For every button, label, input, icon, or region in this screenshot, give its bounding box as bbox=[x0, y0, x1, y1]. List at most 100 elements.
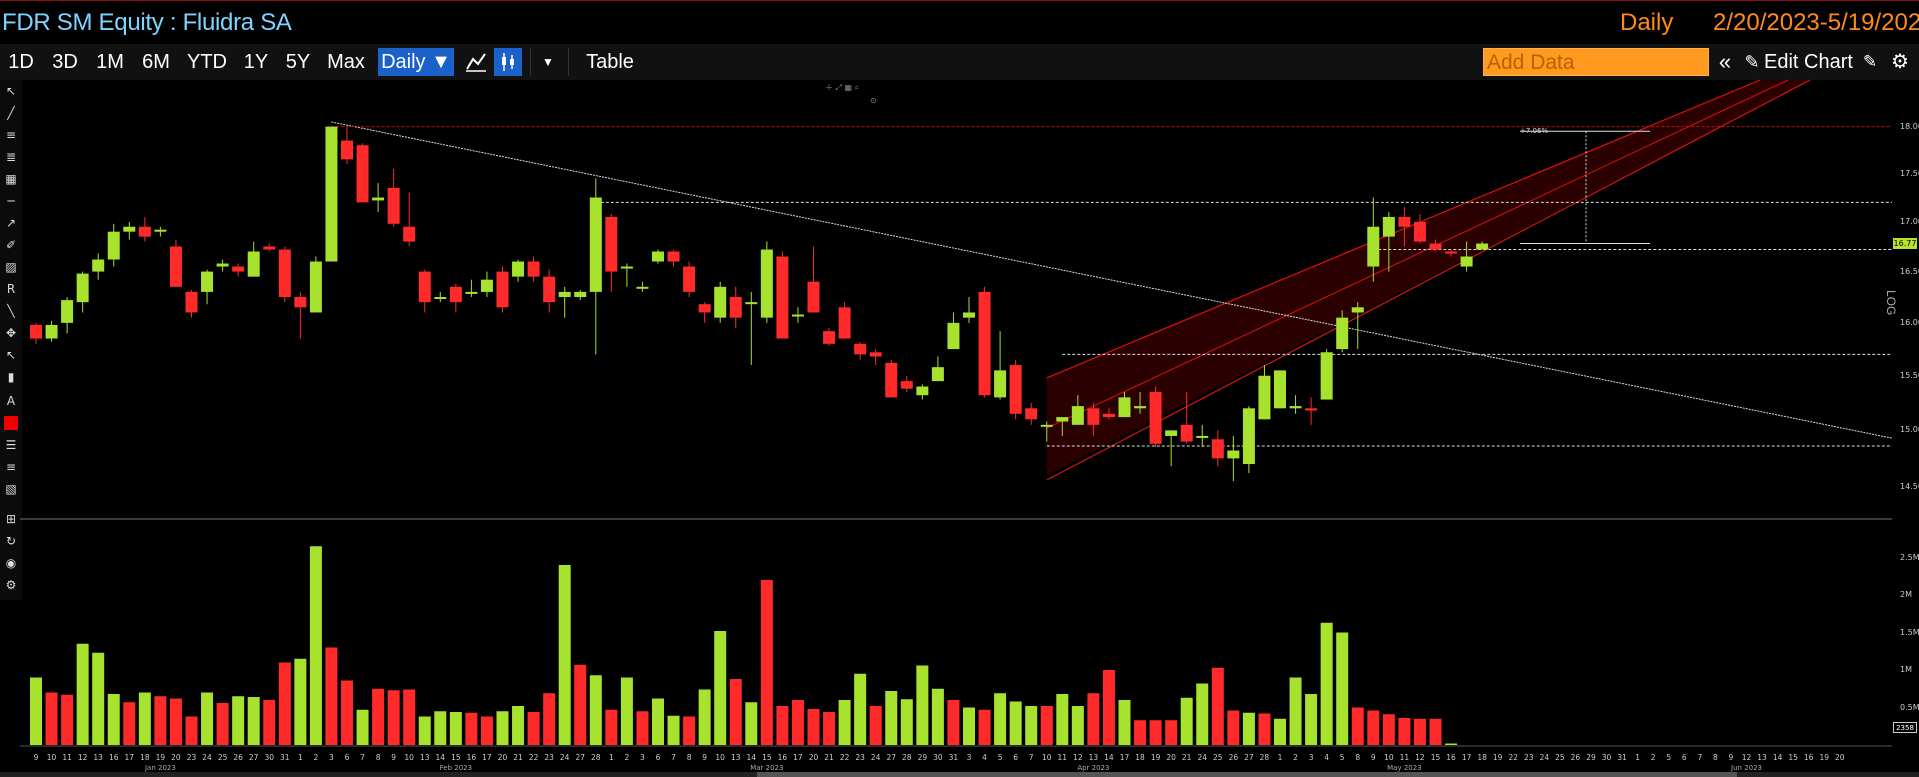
line-chart-icon[interactable] bbox=[462, 48, 490, 76]
chart-mini-toolbar[interactable]: ＋ ⤢ ▦ ⌕ bbox=[825, 83, 860, 92]
candle-body bbox=[869, 352, 882, 357]
volume-bar bbox=[1320, 622, 1333, 745]
volume-bar bbox=[1445, 743, 1458, 745]
gear-icon[interactable]: ⚙ bbox=[1891, 51, 1909, 73]
candlestick-chart-icon[interactable] bbox=[494, 48, 522, 76]
measure-icon[interactable]: R bbox=[6, 282, 16, 296]
fibonacci-icon[interactable]: ≡ bbox=[5, 128, 17, 142]
volume-bar bbox=[294, 658, 307, 745]
volume-bar bbox=[154, 696, 167, 745]
select-icon[interactable]: ↖ bbox=[5, 348, 17, 362]
ruler-icon[interactable]: ▨ bbox=[5, 260, 17, 274]
x-tick-label: 2 bbox=[313, 753, 319, 762]
x-tick-label: 4 bbox=[982, 753, 987, 762]
range-6m-button[interactable]: 6M bbox=[142, 51, 170, 73]
range-ytd-button[interactable]: YTD bbox=[187, 51, 227, 73]
x-tick-label: 13 bbox=[730, 753, 741, 762]
candle-body bbox=[636, 286, 649, 289]
volume-bar bbox=[1165, 720, 1178, 745]
range-max-button[interactable]: Max bbox=[327, 51, 365, 73]
candle-body bbox=[45, 324, 58, 339]
zoom-reset-icon[interactable]: ⊙ bbox=[870, 96, 877, 105]
x-tick-label: 5 bbox=[997, 753, 1003, 762]
line-style-icon[interactable]: ☰ bbox=[5, 438, 17, 452]
x-tick-label: 24 bbox=[202, 753, 212, 762]
y-tick-label: 15.50 bbox=[1900, 370, 1919, 380]
x-tick-label: 12 bbox=[1415, 753, 1425, 762]
month-label: Jan 2023 bbox=[144, 764, 176, 772]
line-width-icon[interactable]: ≡ bbox=[5, 460, 17, 474]
panel-settings-icon[interactable]: ⚙ bbox=[5, 578, 17, 592]
collapse-chevron-icon[interactable]: « bbox=[1718, 49, 1732, 74]
volume-bar bbox=[558, 565, 571, 745]
x-tick-label: 8 bbox=[1355, 753, 1361, 762]
move-icon[interactable]: ✥ bbox=[5, 326, 17, 340]
range-3d-button[interactable]: 3D bbox=[52, 51, 78, 73]
palette-icon[interactable]: ◉ bbox=[5, 556, 17, 570]
volume-bar bbox=[1289, 677, 1302, 745]
volume-bar bbox=[745, 702, 758, 745]
range-1m-button[interactable]: 1M bbox=[96, 51, 124, 73]
candle-body bbox=[1274, 370, 1286, 409]
x-tick-label: 21 bbox=[824, 753, 834, 762]
period-label[interactable]: Daily bbox=[1620, 9, 1674, 36]
table-button[interactable]: Table bbox=[586, 51, 634, 73]
x-tick-label: 3 bbox=[966, 753, 972, 762]
x-tick-label: 24 bbox=[1197, 753, 1208, 762]
candle-body bbox=[558, 291, 571, 298]
text-icon[interactable]: A bbox=[6, 394, 16, 408]
add-data-input[interactable]: Add Data bbox=[1483, 48, 1709, 76]
x-tick-label: 13 bbox=[419, 753, 430, 762]
x-tick-label: 18 bbox=[140, 753, 150, 762]
cursor-icon[interactable]: ↖ bbox=[5, 84, 17, 98]
x-tick-label: 24 bbox=[559, 753, 570, 762]
volume-bar bbox=[1009, 701, 1022, 745]
range-1y-button[interactable]: 1Y bbox=[243, 51, 269, 73]
hatch-icon[interactable]: ▧ bbox=[5, 482, 17, 496]
pen-icon[interactable]: ╲ bbox=[7, 304, 15, 318]
panel-divider[interactable] bbox=[20, 518, 1892, 520]
scrollbar-thumb[interactable] bbox=[757, 772, 1737, 777]
candle-body bbox=[372, 197, 385, 201]
color-swatch-icon[interactable] bbox=[4, 416, 18, 430]
candle-body bbox=[947, 322, 960, 350]
refresh-icon[interactable]: ↻ bbox=[5, 534, 17, 548]
candle-body bbox=[30, 324, 42, 339]
volume-bar bbox=[760, 580, 773, 745]
arrow-icon[interactable]: ↗ bbox=[5, 216, 17, 230]
x-tick-label: 20 bbox=[1166, 753, 1176, 762]
pencil-icon[interactable]: ✎ bbox=[1744, 52, 1760, 72]
line-draw-icon[interactable]: ╱ bbox=[7, 106, 15, 120]
x-tick-label: 22 bbox=[839, 753, 850, 762]
log-scale-label[interactable]: LOG bbox=[1884, 290, 1898, 316]
range-1d-button[interactable]: 1D bbox=[8, 51, 34, 73]
edit-chart-button[interactable]: Edit Chart bbox=[1764, 51, 1853, 73]
volume-bar bbox=[30, 677, 42, 745]
grid-icon[interactable]: ▦ bbox=[5, 172, 17, 186]
layout-icon[interactable]: ⊞ bbox=[5, 512, 17, 526]
range-5y-button[interactable]: 5Y bbox=[285, 51, 311, 73]
frequency-dropdown[interactable]: Daily ▼ bbox=[378, 48, 454, 76]
chart-type-dropdown-icon[interactable]: ▼ bbox=[542, 55, 554, 69]
volume-bar bbox=[1134, 720, 1147, 745]
brush-icon[interactable]: ✐ bbox=[5, 238, 17, 252]
edit-settings-icon[interactable]: ✎ bbox=[1862, 52, 1878, 71]
date-range[interactable]: 2/20/2023-5/19/2023 bbox=[1713, 9, 1919, 36]
x-tick-label: 20 bbox=[497, 753, 508, 762]
candle-body bbox=[729, 297, 742, 318]
x-tick-label: 13 bbox=[1088, 753, 1099, 762]
trash-icon[interactable]: ▮ bbox=[7, 370, 15, 384]
volume-bar bbox=[605, 709, 618, 745]
channel-icon[interactable]: ≣ bbox=[5, 150, 17, 164]
channel-mid-line bbox=[1046, 79, 1789, 429]
volume-bar bbox=[1211, 667, 1224, 745]
x-tick-label: 22 bbox=[528, 753, 539, 762]
volume-bar bbox=[185, 716, 198, 745]
candle-body bbox=[216, 263, 229, 267]
volume-bar bbox=[667, 715, 680, 745]
candle-body bbox=[1398, 216, 1411, 227]
channel-upper-line bbox=[1046, 79, 1761, 379]
hline-icon[interactable]: ─ bbox=[7, 194, 15, 208]
volume-bar bbox=[698, 689, 711, 745]
